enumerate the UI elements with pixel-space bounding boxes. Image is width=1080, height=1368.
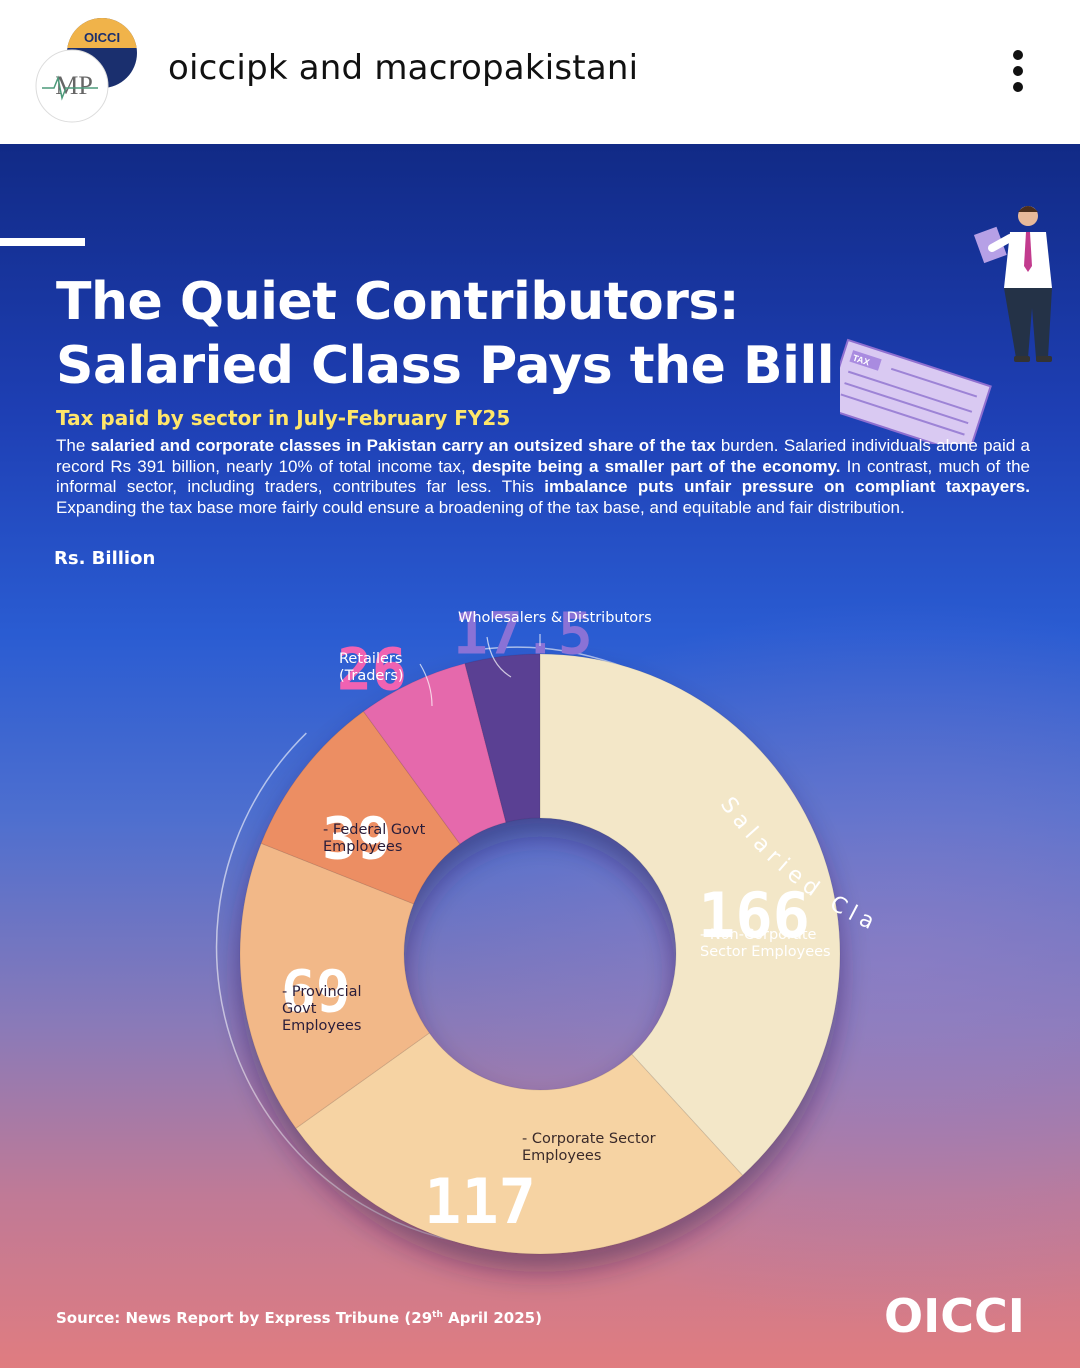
slice-category-label-3: - Federal Govt — [323, 822, 426, 838]
slice-value-label-0: 166 — [698, 879, 810, 952]
more-dot — [1013, 66, 1023, 76]
post-description: The salaried and corporate classes in Pa… — [56, 436, 1030, 518]
title-line-2: Salaried Class Pays the Bill — [56, 336, 835, 396]
desc-bold-part: imbalance puts unfair pressure on compli… — [544, 477, 1030, 496]
accent-line — [0, 238, 85, 246]
avatar-icon: OICCI MP — [35, 18, 137, 123]
desc-bold-part: despite being a smaller part of the econ… — [471, 456, 841, 476]
post-title: The Quiet Contributors: Salaried Class P… — [56, 270, 835, 398]
leader-line-1 — [486, 636, 512, 678]
slice-category-label-4: Retailers — [339, 651, 402, 667]
more-vertical-icon — [1013, 50, 1023, 60]
desc-bold-part: salaried and corporate classes in Pakist… — [90, 436, 716, 455]
slice-category-label-2: Employees — [282, 1018, 361, 1034]
donut-slice-2 — [239, 842, 431, 1130]
slice-category-label-0: Sector Employees — [700, 944, 831, 960]
account-avatars[interactable]: OICCI MP — [34, 18, 144, 126]
slice-category-label-1: Employees — [522, 1148, 601, 1164]
account-title[interactable]: oiccipk and macropakistani — [168, 48, 639, 88]
more-options-button[interactable] — [1000, 46, 1036, 98]
slice-value-label-2: 69 — [281, 958, 351, 1026]
slice-category-label-4: (Traders) — [339, 668, 404, 684]
desc-part: The — [56, 436, 91, 455]
title-line-1: The Quiet Contributors: — [56, 272, 740, 332]
donut-slice-0 — [539, 653, 841, 1177]
slice-category-label-3: Employees — [323, 839, 402, 855]
slice-category-label-2: - Provincial — [282, 984, 362, 1000]
avatar-oicci-text: OICCI — [84, 30, 120, 45]
post-subtitle: Tax paid by sector in July-February FY25 — [56, 406, 511, 430]
donut-slice-1 — [295, 1032, 744, 1255]
desc-part: Expanding the tax base more fairly could… — [56, 497, 905, 517]
slice-category-label-0: - Non-Corporate — [700, 927, 817, 943]
source-text: April 2025) — [442, 1309, 542, 1327]
desc-part: In contrast, much of the informal sector… — [56, 456, 1030, 497]
slice-category-label-5: Wholesalers & Distributors — [458, 610, 652, 626]
more-dot — [1013, 82, 1023, 92]
slice-value-label-3: 39 — [322, 805, 392, 873]
desc-part: burden. Salaried individuals alone paid … — [56, 436, 1030, 476]
oicci-logo-text: OICCI — [884, 1290, 1025, 1338]
donut-slice-5 — [464, 653, 541, 823]
post-image: TAX The Quiet Contributors: Salaried Cla… — [0, 144, 1080, 1368]
source-sup: th — [432, 1310, 443, 1320]
slice-value-label-4: 26 — [337, 636, 407, 704]
slice-category-label-2: Govt — [282, 1001, 317, 1017]
slice-value-label-1: 117 — [424, 1165, 536, 1238]
slice-value-label-5: 17.5 — [453, 600, 593, 668]
leader-line-0 — [419, 663, 433, 707]
post-header: OICCI MP oiccipk and macropakistani — [0, 0, 1080, 144]
oicci-logo: OICCI — [884, 1290, 1025, 1338]
man-with-tax-document-illustration: TAX — [840, 206, 1052, 444]
units-label: Rs. Billion — [54, 548, 156, 569]
source-text: Source: News Report by Express Tribune (… — [56, 1309, 433, 1327]
slice-category-label-1: - Corporate Sector — [522, 1131, 656, 1147]
source-note: Source: News Report by Express Tribune (… — [56, 1309, 542, 1327]
